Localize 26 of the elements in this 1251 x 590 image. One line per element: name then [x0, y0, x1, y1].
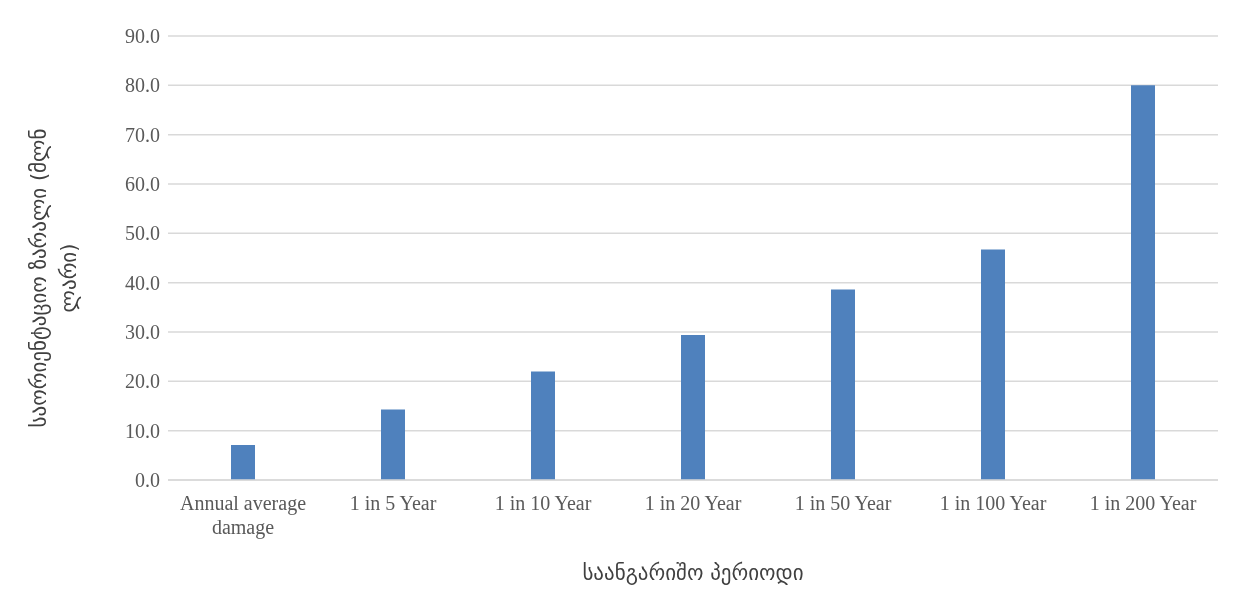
x-axis-title: საანგარიშო პერიოდი — [582, 561, 804, 585]
y-tick-label: 60.0 — [125, 173, 160, 196]
bar — [1131, 85, 1155, 480]
bar — [681, 334, 705, 480]
x-tick-label: 1 in 5 Year — [349, 492, 437, 514]
bar — [831, 289, 855, 480]
x-tick-label: 1 in 100 Year — [939, 492, 1047, 514]
y-tick-label: 70.0 — [125, 123, 160, 146]
x-tick-label: 1 in 10 Year — [494, 492, 592, 514]
y-tick-label: 80.0 — [125, 74, 160, 97]
bar — [231, 444, 255, 480]
x-tick-label: 1 in 50 Year — [794, 492, 892, 514]
bar — [531, 371, 555, 480]
y-tick-label: 0.0 — [135, 469, 160, 492]
y-tick-label: 90.0 — [125, 25, 160, 48]
y-tick-label: 30.0 — [125, 321, 160, 344]
x-tick-label: 1 in 20 Year — [644, 492, 742, 514]
y-tick-label: 10.0 — [125, 419, 160, 442]
y-tick-label: 50.0 — [125, 222, 160, 245]
y-tick-label: 40.0 — [125, 271, 160, 294]
x-tick-label: Annual average damage — [179, 492, 307, 539]
bar — [981, 249, 1005, 480]
y-tick-label: 20.0 — [125, 370, 160, 393]
bar — [381, 409, 405, 480]
x-tick-label: 1 in 200 Year — [1089, 492, 1197, 514]
y-axis-title: საორიენტაციო ზარალი (მლნ ლარი) — [27, 128, 81, 428]
